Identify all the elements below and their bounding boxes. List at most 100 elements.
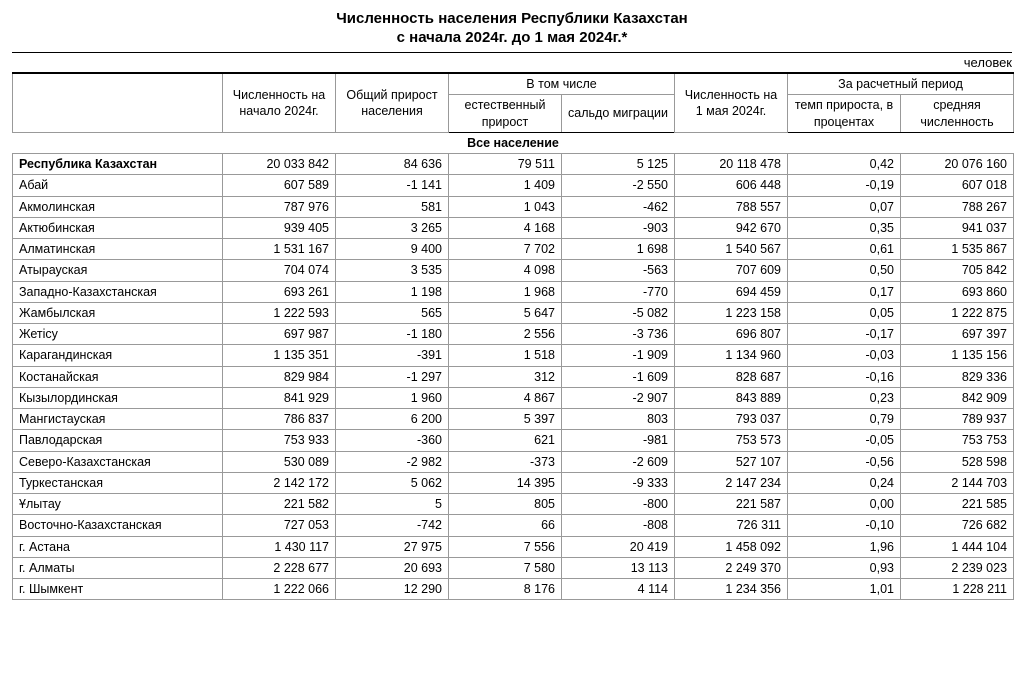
value-cell: -903 <box>562 217 675 238</box>
table-row: Атырауская704 0743 5354 098-563707 6090,… <box>13 260 1014 281</box>
value-cell: 707 609 <box>675 260 788 281</box>
table-row: Костанайская829 984-1 297312-1 609828 68… <box>13 366 1014 387</box>
header-start: Численность на начало 2024г. <box>223 73 336 132</box>
value-cell: 789 937 <box>901 409 1014 430</box>
region-name-cell: Акмолинская <box>13 196 223 217</box>
value-cell: -9 333 <box>562 472 675 493</box>
header-period: За расчетный период <box>788 73 1014 95</box>
value-cell: 1 535 867 <box>901 239 1014 260</box>
value-cell: 1 698 <box>562 239 675 260</box>
value-cell: 787 976 <box>223 196 336 217</box>
value-cell: -2 609 <box>562 451 675 472</box>
value-cell: -391 <box>336 345 449 366</box>
table-row: г. Астана1 430 11727 9757 55620 4191 458… <box>13 536 1014 557</box>
table-row: Северо-Казахстанская530 089-2 982-373-2 … <box>13 451 1014 472</box>
value-cell: -0,19 <box>788 175 901 196</box>
value-cell: 694 459 <box>675 281 788 302</box>
unit-label: человек <box>12 52 1012 70</box>
region-name-cell: Северо-Казахстанская <box>13 451 223 472</box>
value-cell: 1 134 960 <box>675 345 788 366</box>
value-cell: 842 909 <box>901 387 1014 408</box>
value-cell: 753 573 <box>675 430 788 451</box>
value-cell: 20 419 <box>562 536 675 557</box>
value-cell: 0,79 <box>788 409 901 430</box>
value-cell: 5 125 <box>562 154 675 175</box>
value-cell: -770 <box>562 281 675 302</box>
table-row: Мангистауская786 8376 2005 397803793 037… <box>13 409 1014 430</box>
table-row: Республика Казахстан20 033 84284 63679 5… <box>13 154 1014 175</box>
region-name-cell: г. Алматы <box>13 557 223 578</box>
value-cell: 843 889 <box>675 387 788 408</box>
value-cell: -462 <box>562 196 675 217</box>
value-cell: 621 <box>449 430 562 451</box>
table-row: Ұлытау221 5825805-800221 5870,00221 585 <box>13 494 1014 515</box>
value-cell: 20 033 842 <box>223 154 336 175</box>
table-row: Карагандинская1 135 351-3911 518-1 9091 … <box>13 345 1014 366</box>
value-cell: -0,03 <box>788 345 901 366</box>
value-cell: 1,01 <box>788 579 901 600</box>
value-cell: 1 135 156 <box>901 345 1014 366</box>
value-cell: 221 582 <box>223 494 336 515</box>
value-cell: 5 647 <box>449 302 562 323</box>
value-cell: 0,35 <box>788 217 901 238</box>
value-cell: 4 168 <box>449 217 562 238</box>
table-row: г. Алматы2 228 67720 6937 58013 1132 249… <box>13 557 1014 578</box>
value-cell: 803 <box>562 409 675 430</box>
value-cell: 20 693 <box>336 557 449 578</box>
value-cell: 0,07 <box>788 196 901 217</box>
region-name-cell: Республика Казахстан <box>13 154 223 175</box>
header-region <box>13 73 223 132</box>
value-cell: 2 144 703 <box>901 472 1014 493</box>
table-row: Жамбылская1 222 5935655 647-5 0821 223 1… <box>13 302 1014 323</box>
value-cell: 0,93 <box>788 557 901 578</box>
value-cell: -2 550 <box>562 175 675 196</box>
value-cell: 1 968 <box>449 281 562 302</box>
value-cell: 9 400 <box>336 239 449 260</box>
value-cell: 565 <box>336 302 449 323</box>
value-cell: 753 933 <box>223 430 336 451</box>
region-name-cell: Восточно-Казахстанская <box>13 515 223 536</box>
value-cell: 13 113 <box>562 557 675 578</box>
value-cell: 2 228 677 <box>223 557 336 578</box>
value-cell: 727 053 <box>223 515 336 536</box>
value-cell: 1 222 875 <box>901 302 1014 323</box>
value-cell: 697 987 <box>223 324 336 345</box>
value-cell: 6 200 <box>336 409 449 430</box>
table-row: Жетісу697 987-1 1802 556-3 736696 807-0,… <box>13 324 1014 345</box>
value-cell: -2 907 <box>562 387 675 408</box>
value-cell: 4 867 <box>449 387 562 408</box>
value-cell: 828 687 <box>675 366 788 387</box>
value-cell: 1 135 351 <box>223 345 336 366</box>
value-cell: -1 609 <box>562 366 675 387</box>
value-cell: -563 <box>562 260 675 281</box>
value-cell: -0,10 <box>788 515 901 536</box>
value-cell: 221 585 <box>901 494 1014 515</box>
page-title-2: с начала 2024г. до 1 мая 2024г.* <box>12 29 1012 46</box>
value-cell: 2 249 370 <box>675 557 788 578</box>
region-name-cell: Кызылординская <box>13 387 223 408</box>
value-cell: 2 147 234 <box>675 472 788 493</box>
region-name-cell: Жетісу <box>13 324 223 345</box>
value-cell: 705 842 <box>901 260 1014 281</box>
region-name-cell: Ұлытау <box>13 494 223 515</box>
value-cell: 14 395 <box>449 472 562 493</box>
value-cell: 939 405 <box>223 217 336 238</box>
value-cell: 0,17 <box>788 281 901 302</box>
value-cell: -981 <box>562 430 675 451</box>
value-cell: -0,05 <box>788 430 901 451</box>
table-row: г. Шымкент1 222 06612 2908 1764 1141 234… <box>13 579 1014 600</box>
value-cell: 696 807 <box>675 324 788 345</box>
value-cell: -3 736 <box>562 324 675 345</box>
value-cell: 5 <box>336 494 449 515</box>
region-name-cell: Абай <box>13 175 223 196</box>
table-row: Акмолинская787 9765811 043-462788 5570,0… <box>13 196 1014 217</box>
value-cell: 1 198 <box>336 281 449 302</box>
region-name-cell: Костанайская <box>13 366 223 387</box>
value-cell: 805 <box>449 494 562 515</box>
value-cell: 7 580 <box>449 557 562 578</box>
value-cell: -0,17 <box>788 324 901 345</box>
value-cell: 1 234 356 <box>675 579 788 600</box>
value-cell: 1,96 <box>788 536 901 557</box>
region-name-cell: Атырауская <box>13 260 223 281</box>
value-cell: 7 702 <box>449 239 562 260</box>
